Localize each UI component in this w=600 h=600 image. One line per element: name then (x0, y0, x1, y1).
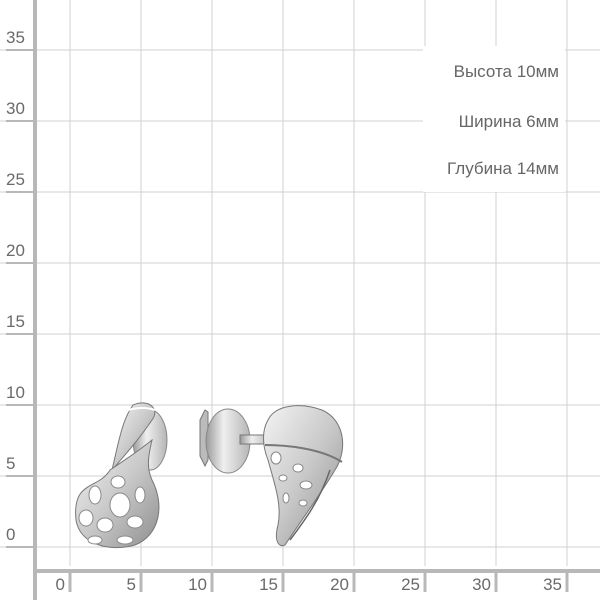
y-tick-label: 25 (6, 170, 25, 189)
x-tick-label: 25 (401, 575, 420, 594)
x-tick-label: 0 (55, 575, 65, 594)
earring-side-view (199, 405, 344, 547)
dimension-width: Ширина 6мм (458, 112, 559, 131)
y-tick-label: 0 (6, 525, 16, 544)
x-tick-label: 30 (472, 575, 491, 594)
x-tick-label: 10 (188, 575, 207, 594)
x-tick-label: 20 (330, 575, 349, 594)
dimension-depth: Глубина 14мм (447, 159, 559, 178)
y-tick-label: 20 (6, 241, 25, 260)
x-tick-label: 5 (126, 575, 136, 594)
x-tick-label: 35 (543, 575, 562, 594)
dimension-height: Высота 10мм (453, 62, 559, 81)
x-tick-label: 15 (259, 575, 278, 594)
y-tick-label: 30 (6, 99, 25, 118)
y-tick-label: 35 (6, 28, 25, 47)
y-tick-label: 10 (6, 383, 25, 402)
dimensions-panel: Высота 10мм Ширина 6мм Глубина 14мм (423, 46, 565, 192)
y-tick-label: 5 (6, 454, 16, 473)
earring-front-view (75, 402, 168, 548)
y-tick-label: 15 (6, 312, 25, 331)
